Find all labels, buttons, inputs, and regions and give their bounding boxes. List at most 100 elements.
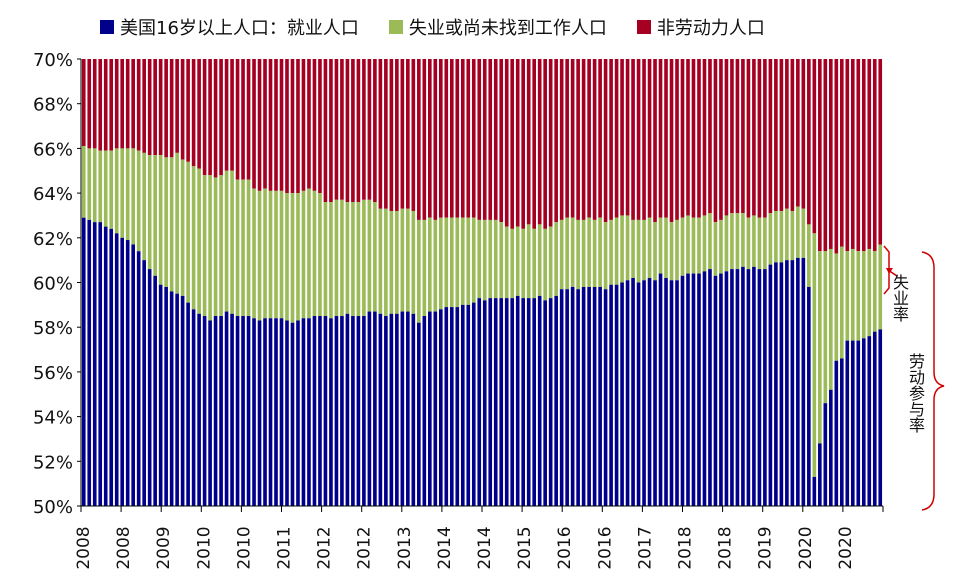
bar-unemployed [510, 228, 515, 299]
bar-employed [680, 275, 685, 506]
x-tick-label: 2010 [234, 526, 254, 569]
bar-not-in-labor-force [647, 59, 652, 218]
bar-not-in-labor-force [763, 59, 767, 218]
bar-not-in-labor-force [581, 59, 586, 220]
bar-not-in-labor-force [323, 59, 328, 203]
x-tick-label: 2011 [275, 526, 295, 569]
bar-unemployed [340, 199, 344, 317]
bar-not-in-labor-force [125, 59, 130, 149]
bar-unemployed [158, 155, 163, 285]
unemployment-rate-label: 失业率 [890, 274, 909, 322]
bar-employed [323, 316, 328, 506]
bar-unemployed [829, 248, 833, 390]
bar-not-in-labor-force [510, 59, 515, 229]
bar-unemployed [169, 157, 174, 292]
bar-unemployed [449, 217, 454, 308]
bar-employed [779, 262, 784, 506]
bar-employed [312, 316, 317, 506]
bar-employed [537, 295, 542, 506]
bar-employed [114, 233, 119, 506]
bar-unemployed [856, 251, 861, 341]
y-tick-label: 62% [33, 229, 73, 250]
bar-unemployed [774, 210, 778, 263]
x-tick-label: 2018 [716, 526, 736, 569]
bar-employed [466, 304, 471, 506]
bar-not-in-labor-force [455, 59, 460, 218]
bar-unemployed [351, 202, 355, 317]
bar-not-in-labor-force [246, 59, 251, 180]
bar-employed [87, 219, 92, 507]
bar-unemployed [329, 202, 333, 319]
bar-unemployed [796, 206, 800, 258]
bar-not-in-labor-force [741, 59, 745, 214]
bar-not-in-labor-force [526, 59, 531, 225]
bar-unemployed [735, 213, 740, 270]
y-tick-label: 54% [33, 408, 73, 429]
bar-employed [449, 307, 454, 506]
bar-employed [444, 307, 449, 506]
bar-employed [741, 266, 745, 506]
bar-unemployed [147, 155, 152, 270]
bar-employed [647, 278, 652, 506]
x-tick-label: 2008 [74, 526, 94, 569]
bar-not-in-labor-force [471, 59, 476, 218]
bar-employed [318, 316, 322, 506]
bar-employed [867, 336, 872, 506]
bar-not-in-labor-force [861, 59, 866, 252]
bar-employed [400, 311, 405, 506]
x-tick-label: 2017 [635, 526, 655, 569]
bar-employed [109, 228, 114, 507]
bar-not-in-labor-force [702, 59, 707, 216]
bar-unemployed [757, 217, 762, 270]
bar-unemployed [208, 175, 212, 321]
bar-not-in-labor-force [87, 59, 92, 149]
bar-employed [697, 273, 701, 506]
bar-employed [719, 273, 723, 506]
bar-not-in-labor-force [307, 59, 311, 189]
bar-employed [356, 316, 361, 506]
bar-employed [395, 313, 399, 506]
bar-not-in-labor-force [290, 59, 295, 194]
bar-employed [422, 316, 427, 506]
bar-employed [785, 260, 789, 506]
bar-employed [411, 313, 416, 506]
bar-unemployed [235, 179, 240, 317]
bar-unemployed [554, 222, 558, 296]
y-tick-label: 60% [33, 274, 73, 295]
bar-employed [428, 311, 432, 506]
bar-not-in-labor-force [438, 59, 443, 218]
bar-not-in-labor-force [389, 59, 394, 211]
bar-unemployed [197, 168, 201, 314]
bar-employed [153, 275, 157, 506]
bar-not-in-labor-force [219, 59, 223, 176]
bar-not-in-labor-force [241, 59, 245, 180]
bar-not-in-labor-force [422, 59, 427, 220]
bar-employed [548, 298, 553, 506]
bar-employed [307, 318, 311, 506]
bar-unemployed [290, 193, 295, 323]
bar-employed [559, 289, 564, 506]
bar-employed [587, 286, 591, 506]
bar-unemployed [153, 155, 157, 276]
bar-not-in-labor-force [417, 59, 421, 220]
bar-not-in-labor-force [373, 59, 377, 203]
bar-not-in-labor-force [296, 59, 300, 194]
bar-not-in-labor-force [263, 59, 267, 189]
bar-employed [686, 273, 690, 506]
bar-not-in-labor-force [340, 59, 344, 200]
bar-not-in-labor-force [114, 59, 119, 149]
bar-employed [296, 320, 300, 506]
bar-unemployed [98, 150, 103, 223]
bar-unemployed [598, 217, 602, 287]
bar-unemployed [488, 219, 493, 299]
bar-not-in-labor-force [477, 59, 482, 220]
bar-unemployed [125, 148, 130, 241]
bar-unemployed [576, 219, 580, 290]
bar-unemployed [114, 148, 119, 234]
bar-unemployed [433, 219, 438, 312]
bar-unemployed [477, 219, 482, 299]
bar-employed [471, 302, 476, 506]
bar-unemployed [131, 148, 135, 245]
bar-employed [340, 316, 344, 506]
bar-unemployed [455, 217, 460, 308]
